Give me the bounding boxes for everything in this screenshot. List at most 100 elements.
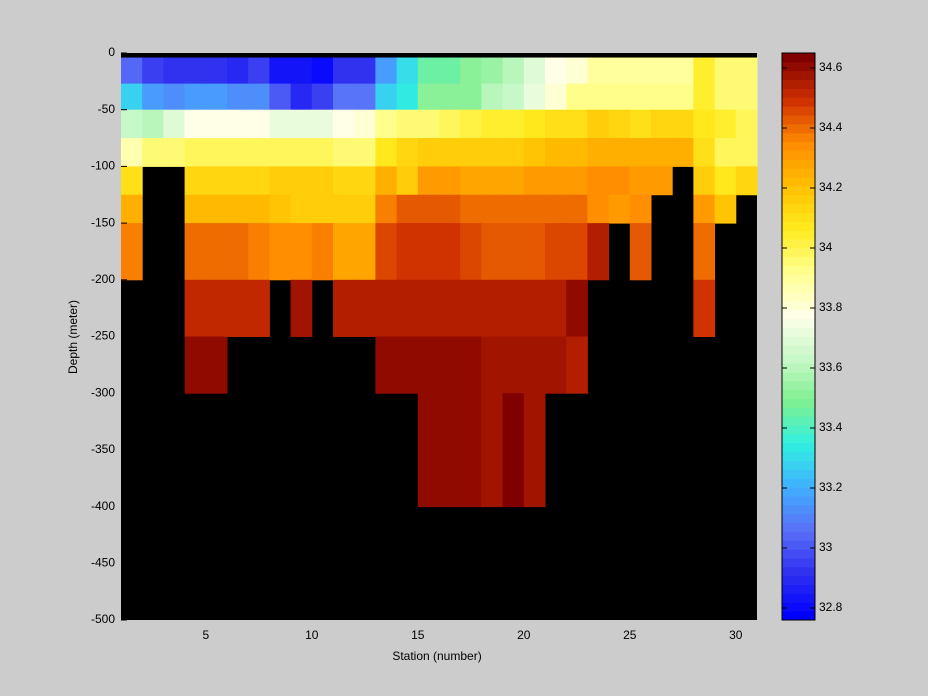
heatmap-cell [693, 109, 716, 139]
heatmap-cell [502, 393, 525, 508]
colorbar-band [782, 407, 815, 417]
heatmap-cell [439, 223, 461, 281]
heatmap-cell [672, 138, 694, 167]
heatmap-cell [142, 83, 164, 111]
heatmap-cell [396, 223, 419, 281]
heatmap-cell [502, 166, 525, 196]
heatmap-cell [545, 109, 567, 139]
heatmap-cell [460, 194, 482, 224]
y-tick-label: -150 [91, 215, 115, 229]
heatmap-cell [523, 194, 546, 224]
heatmap-cell [587, 138, 610, 167]
heatmap-cell [354, 109, 376, 139]
heatmap-cell [439, 393, 461, 508]
x-tick-label: 25 [623, 628, 637, 642]
heatmap-cell [460, 223, 482, 281]
heatmap-cell [163, 83, 186, 111]
colorbar-band [782, 106, 815, 116]
heatmap-cell [311, 109, 334, 139]
y-tick-label: -200 [91, 272, 115, 286]
heatmap-cell [735, 166, 758, 196]
heatmap-cell [587, 57, 610, 85]
heatmap-cell [121, 83, 143, 111]
heatmap-cell [333, 57, 355, 85]
heatmap-cell [205, 138, 228, 167]
heatmap-cell [333, 194, 355, 224]
heatmap-cell [523, 393, 546, 508]
colorbar-band [782, 283, 815, 293]
x-tick-label: 10 [305, 628, 319, 642]
heatmap-cell [121, 166, 143, 196]
heatmap-cell [693, 194, 716, 224]
heatmap-cell [205, 336, 228, 394]
heatmap-cell [587, 83, 610, 111]
heatmap-cell [417, 393, 440, 508]
colorbar-band [782, 292, 815, 302]
colorbar-band [782, 97, 815, 107]
colorbar-tick-label: 33.6 [819, 360, 843, 374]
heatmap-cell [290, 194, 313, 224]
colorbar-band [782, 168, 815, 178]
heatmap-cell [375, 109, 398, 139]
heatmap-cell [311, 57, 334, 85]
heatmap-cell [481, 393, 504, 508]
x-tick-label: 15 [411, 628, 425, 642]
y-tick-label: -50 [98, 102, 116, 116]
heatmap-cell [205, 194, 228, 224]
heatmap-cell [608, 109, 631, 139]
heatmap-cell [248, 166, 270, 196]
colorbar-band [782, 177, 815, 187]
heatmap-cell [163, 57, 186, 85]
colorbar-band [782, 460, 815, 470]
colorbar-tick-label: 32.8 [819, 600, 843, 614]
colorbar-band [782, 301, 815, 311]
heatmap-cell [566, 83, 588, 111]
heatmap-cell [523, 57, 546, 85]
heatmap-cell [693, 223, 716, 281]
heatmap-cell [248, 279, 270, 337]
y-tick-label: -100 [91, 159, 115, 173]
heatmap-cell [714, 83, 737, 111]
heatmap-cell [693, 279, 716, 337]
heatmap-cell [523, 109, 546, 139]
heatmap-cell [333, 138, 355, 167]
colorbar-tick-label: 34.6 [819, 60, 843, 74]
colorbar-band [782, 557, 815, 568]
heatmap-cell [290, 57, 313, 85]
heatmap-cell [417, 109, 440, 139]
heatmap-cell [227, 138, 249, 167]
colorbar-band [782, 141, 815, 151]
heatmap-cell [269, 166, 292, 196]
heatmap-cell [587, 166, 610, 196]
heatmap-cell [121, 57, 143, 85]
heatmap-cell [566, 109, 588, 139]
colorbar-band [782, 88, 815, 98]
heatmap-cell [693, 138, 716, 167]
heatmap-cell [333, 109, 355, 139]
heatmap-cell [629, 83, 652, 111]
heatmap-cell [439, 194, 461, 224]
colorbar-band [782, 540, 815, 550]
heatmap-cell [205, 166, 228, 196]
heatmap-cell [333, 279, 355, 337]
heatmap-cell [417, 83, 440, 111]
heatmap-cell [481, 166, 504, 196]
heatmap-cell [205, 57, 228, 85]
heatmap-cell [545, 57, 567, 85]
heatmap-cell [248, 138, 270, 167]
heatmap-cell [354, 194, 376, 224]
heatmap-cell [396, 336, 419, 394]
heatmap-cell [714, 57, 737, 85]
heatmap-cell [227, 57, 249, 85]
colorbar-tick-label: 34 [819, 240, 833, 254]
heatmap-cell [481, 223, 504, 281]
colorbar-band [782, 159, 815, 169]
colorbar-band [782, 247, 815, 258]
heatmap-cell [184, 83, 207, 111]
colorbar-band [782, 345, 815, 355]
heatmap-cell [396, 109, 419, 139]
heatmap-cell [396, 279, 419, 337]
colorbar-band [782, 593, 815, 603]
heatmap-cell [227, 166, 249, 196]
